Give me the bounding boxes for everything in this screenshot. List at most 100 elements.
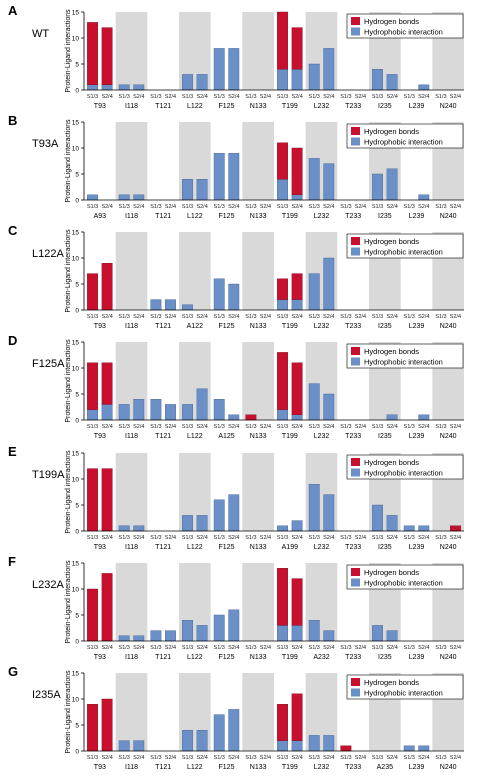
panel-g-subgroup-label: S2/4 xyxy=(323,755,334,761)
panel-f-subgroup-label: S1/3 xyxy=(372,645,383,651)
legend-swatch-hydrophobic xyxy=(351,137,360,146)
panel-b-subgroup-label: S1/3 xyxy=(372,204,383,210)
panel-d-residue-label: L122 xyxy=(187,433,203,440)
panel-e-subgroup-label: S1/3 xyxy=(182,535,193,541)
panel-g-bar-hydrophobic xyxy=(308,735,320,752)
panel-d-subgroup-label: S1/3 xyxy=(119,424,130,430)
panel-e-residue-label: N240 xyxy=(440,544,457,551)
panel-b-bar-hydrophobic xyxy=(372,173,383,201)
panel-e-subgroup-label: S2/4 xyxy=(260,535,271,541)
panel-e-subgroup-label: S2/4 xyxy=(291,535,302,541)
panel-c-residue-label: N240 xyxy=(440,323,457,330)
panel-e-residue-label: L239 xyxy=(409,544,425,551)
panel-e-bar-hydrophobic xyxy=(372,504,383,532)
panel-c-subgroup-label: S1/3 xyxy=(372,314,383,320)
panel-b-y-tick-label: 15 xyxy=(72,119,80,126)
panel-b-y-axis-label: Protein-Ligand interactions xyxy=(65,119,72,203)
panel-g-residue-label: F125 xyxy=(219,764,235,771)
panel-f-subgroup-label: S2/4 xyxy=(323,645,334,651)
panel-g-residue-label: A235 xyxy=(377,764,393,771)
panel-f-bar-hydrophobic xyxy=(133,635,145,642)
legend-swatch-hbond xyxy=(351,237,360,245)
panel-a-y-tick-label: 0 xyxy=(75,87,79,94)
panel-c-stripe xyxy=(242,232,274,310)
panel-f-bar-hydrophobic xyxy=(372,625,383,642)
legend-label-hydrophobic: Hydrophobic interaction xyxy=(364,689,443,698)
panel-e-subgroup-label: S1/3 xyxy=(119,535,130,541)
panel-e-bar-hydrophobic xyxy=(133,525,145,532)
panel-g-residue-label: L239 xyxy=(409,764,425,771)
panel-b-subgroup-label: S2/4 xyxy=(323,204,334,210)
panel-c-bar-hbond xyxy=(87,273,98,311)
panel-c-subgroup-label: S1/3 xyxy=(87,314,98,320)
legend-box xyxy=(346,564,464,590)
panel-c-subgroup-label: S1/3 xyxy=(150,314,161,320)
panel-b-y-tick-label: 10 xyxy=(72,145,80,152)
panel-e-letter: E xyxy=(8,444,17,459)
panel-c-subgroup-label: S1/3 xyxy=(404,314,415,320)
panel-f-subgroup-label: S2/4 xyxy=(133,645,144,651)
panel-g-residue-label: L122 xyxy=(187,764,203,771)
panel-a-residue-label: T233 xyxy=(345,103,361,110)
panel-f-letter: F xyxy=(8,554,16,569)
panel-b-bar-hydrophobic xyxy=(228,152,240,201)
panel-d-subgroup-label: S2/4 xyxy=(165,424,176,430)
panel-a-bar-hydrophobic xyxy=(213,48,225,91)
panel-c-subgroup-label: S1/3 xyxy=(119,314,130,320)
panel-e-subgroup-label: S2/4 xyxy=(323,535,334,541)
panel-g-bar-hydrophobic xyxy=(418,745,430,752)
panel-c-residue-label: I235 xyxy=(378,323,392,330)
panel-g-stripe xyxy=(242,673,274,751)
legend-swatch-hbond xyxy=(351,127,360,135)
panel-e-subgroup-label: S1/3 xyxy=(277,535,288,541)
panel-f-y-tick-label: 0 xyxy=(75,638,79,645)
panel-a-subgroup-label: S2/4 xyxy=(323,94,334,100)
panel-b-subgroup-label: S1/3 xyxy=(309,204,320,210)
panel-a-bar-hydrophobic xyxy=(291,68,303,91)
panel-f-bar-hydrophobic xyxy=(386,630,398,642)
panel-d-residue-label: A125 xyxy=(218,433,234,440)
panel-f-residue-label: I118 xyxy=(125,654,138,661)
panel-f-subgroup-label: S1/3 xyxy=(277,645,288,651)
panel-g-subgroup-label: S1/3 xyxy=(245,755,256,761)
legend-box xyxy=(346,123,464,149)
panel-d-bar-hbond xyxy=(101,362,113,405)
panel-f-subgroup-label: S2/4 xyxy=(418,645,429,651)
panel-a-residue-label: T93 xyxy=(94,103,106,110)
panel-b-subgroup-label: S1/3 xyxy=(245,204,256,210)
panel-c-subgroup-label: S2/4 xyxy=(260,314,271,320)
panel-c-y-tick-label: 0 xyxy=(75,307,79,314)
legend-swatch-hbond xyxy=(351,458,360,466)
panel-a-bar-hydrophobic xyxy=(323,48,335,91)
panel-a-stripe xyxy=(242,12,274,90)
panel-g-letter: G xyxy=(8,664,18,679)
panel-a-bar-hydrophobic xyxy=(228,48,240,91)
panel-g-bar-hbond xyxy=(340,745,352,752)
panel-a-subgroup-label: S1/3 xyxy=(404,94,415,100)
panel-g-y-axis-label: Protein-Ligand interactions xyxy=(65,670,72,754)
panel-f-subgroup-label: S1/3 xyxy=(182,645,193,651)
panel-b-subgroup-label: S2/4 xyxy=(196,204,207,210)
panel-d-residue-label: I118 xyxy=(125,433,138,440)
panel-c-y-tick-label: 10 xyxy=(72,255,80,262)
panel-d-bar-hbond xyxy=(291,362,303,415)
panel-f-residue-label: N133 xyxy=(250,654,267,661)
panel-d-subgroup-label: S2/4 xyxy=(133,424,144,430)
panel-c-subgroup-label: S2/4 xyxy=(196,314,207,320)
panel-c-bar-hydrophobic xyxy=(165,299,176,311)
panel-b-bar-hydrophobic xyxy=(118,194,130,201)
panel-f-subgroup-label: S1/3 xyxy=(119,645,130,651)
panel-a-subgroup-label: S1/3 xyxy=(372,94,383,100)
panel-d-residue-label: T233 xyxy=(345,433,361,440)
panel-c-subgroup-label: S2/4 xyxy=(101,314,112,320)
panel-g-subgroup-label: S1/3 xyxy=(340,755,351,761)
panel-c-subgroup-label: S2/4 xyxy=(450,314,461,320)
panel-e-residue-label: N133 xyxy=(250,544,267,551)
panel-a-bar-hbond xyxy=(277,11,288,70)
panel-d-subgroup-label: S2/4 xyxy=(291,424,302,430)
panel-e-y-tick-label: 0 xyxy=(75,528,79,535)
panel-g-bar-hbond xyxy=(101,698,113,752)
panel-c-stripe xyxy=(179,232,211,310)
panel-f-residue-label: T93 xyxy=(94,654,106,661)
panel-e: S1/3 S2/4 S1/3 S2/4 S1/3 S2/4 S1/3 S2/4 S1/3 S2/4… xyxy=(8,444,464,551)
